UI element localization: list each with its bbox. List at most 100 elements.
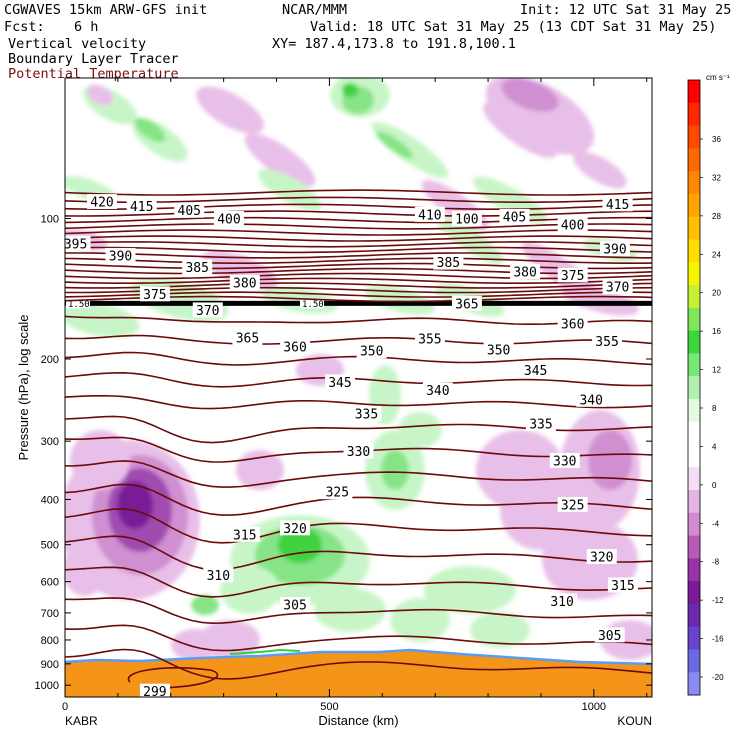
colorbar-swatch xyxy=(688,558,700,582)
theta-label-bg xyxy=(586,549,617,565)
boundary-layer-tracer xyxy=(65,648,652,697)
theta-label-text: 380 xyxy=(233,276,256,291)
theta-label: 350 xyxy=(356,343,387,360)
colorbar-swatch xyxy=(688,307,700,332)
theta-label-bg xyxy=(139,683,170,697)
theta-label-bg xyxy=(592,333,623,349)
y-axis-label: Pressure (hPa), log scale xyxy=(16,315,31,461)
tracer-fill xyxy=(65,650,652,697)
theta-label-bg xyxy=(322,484,353,500)
vertical-velocity-field xyxy=(65,78,652,661)
colorbar-swatch xyxy=(688,239,700,263)
theta-line xyxy=(65,203,652,210)
tracer-line xyxy=(65,300,652,306)
y-tick-label: 600 xyxy=(41,577,59,589)
theta-label-bg xyxy=(520,362,551,378)
theta-label-text: 395 xyxy=(64,237,87,252)
colorbar-swatch xyxy=(688,285,700,309)
theta-line xyxy=(65,223,652,230)
theta-label-bg xyxy=(192,302,223,318)
theta-label-text: 410 xyxy=(418,208,441,223)
theta-line xyxy=(65,395,652,410)
theta-label: 360 xyxy=(557,316,588,333)
theta-line xyxy=(65,597,652,625)
theta-label-bg xyxy=(87,194,118,210)
x-axis: 0 500 1000 Distance (km) KABR KOUN xyxy=(62,78,652,728)
theta-line xyxy=(65,252,652,259)
left-endpoint-label: KABR xyxy=(65,714,98,728)
y-tick-label: 500 xyxy=(41,540,59,552)
theta-line xyxy=(65,189,652,196)
vv-cell xyxy=(244,133,316,187)
colorbar-swatch xyxy=(688,603,700,628)
vv-cell xyxy=(424,566,516,614)
theta-label-bg xyxy=(174,202,205,218)
tracer-label-left-bg xyxy=(66,298,90,309)
theta-label: 330 xyxy=(343,443,374,460)
colorbar-frame xyxy=(687,79,701,696)
theta-label-text: 330 xyxy=(347,445,370,460)
theta-line xyxy=(65,229,652,236)
theta-label-bg xyxy=(599,241,630,257)
colorbar-swatch xyxy=(688,330,700,354)
theta-label-text: 390 xyxy=(109,249,132,264)
theta-line xyxy=(65,257,652,264)
theta-label-text: 415 xyxy=(130,200,153,215)
theta-label: 365 xyxy=(451,295,482,312)
tracer-label-mid: 1.50 xyxy=(302,300,324,310)
theta-label-bg xyxy=(182,259,213,275)
colorbar-swatch xyxy=(688,649,700,673)
x-axis-label: Distance (km) xyxy=(318,713,398,728)
theta-label: 355 xyxy=(592,333,623,350)
theta-line xyxy=(65,334,652,345)
theta-label-text: 360 xyxy=(283,340,306,355)
theta-line xyxy=(65,262,652,270)
theta-line xyxy=(65,235,652,242)
vv-cell xyxy=(87,84,113,106)
theta-label-bg xyxy=(139,286,170,302)
theta-label: 370 xyxy=(602,279,633,296)
theta-label-text: 360 xyxy=(561,318,584,333)
theta-label-text: 315 xyxy=(233,528,256,543)
y-axis: 100 200 300 400 500 600 700 800 900 1000 Pressure … xyxy=(16,213,652,692)
vv-cell xyxy=(196,86,264,134)
theta-line xyxy=(65,246,652,254)
colorbar: cm s⁻¹ 36 32 28 24 20 16 12 8 4 0 -4 -8 -12 -16 -20 xyxy=(687,73,730,696)
vv-cell xyxy=(588,430,632,490)
colorbar-label: 4 xyxy=(712,442,717,451)
colorbar-label: -12 xyxy=(712,596,724,605)
theta-label-text: 310 xyxy=(207,569,230,584)
theta-label-bg xyxy=(451,295,482,311)
vv-cell xyxy=(573,151,627,189)
theta-line xyxy=(65,508,652,544)
theta-label-bg xyxy=(229,526,260,542)
theta-label: 385 xyxy=(182,259,213,276)
y-tick-label: 800 xyxy=(41,635,59,647)
theta-line xyxy=(65,277,652,284)
colorbar-label: 20 xyxy=(712,289,721,298)
colorbar-swatch xyxy=(688,467,700,491)
theta-label-bg xyxy=(557,496,588,512)
colorbar-swatch xyxy=(688,672,700,696)
theta-line xyxy=(65,267,652,275)
colorbar-swatch xyxy=(688,490,700,514)
theta-line xyxy=(65,196,652,203)
theta-label-text: 340 xyxy=(426,384,449,399)
theta-label: 325 xyxy=(322,484,353,501)
vv-cell xyxy=(191,595,219,615)
theta-label-text: 305 xyxy=(598,629,621,644)
theta-line xyxy=(65,216,652,224)
valid-time: Valid: 18 UTC Sat 31 May 25 (13 CDT Sat … xyxy=(310,19,717,35)
theta-label: 335 xyxy=(351,406,382,423)
theta-label-text: 400 xyxy=(561,218,584,233)
theta-label-bg xyxy=(422,382,453,398)
theta-label-text: 345 xyxy=(524,364,547,379)
theta-line xyxy=(65,535,652,571)
theta-label: 400 xyxy=(213,210,244,227)
theta-label: 315 xyxy=(607,577,638,594)
y-tick-label: 200 xyxy=(41,354,59,366)
theta-label-text: 305 xyxy=(283,599,306,614)
theta-label-bg xyxy=(557,216,588,232)
theta-label-text: 325 xyxy=(561,498,584,513)
theta-line xyxy=(65,371,652,388)
